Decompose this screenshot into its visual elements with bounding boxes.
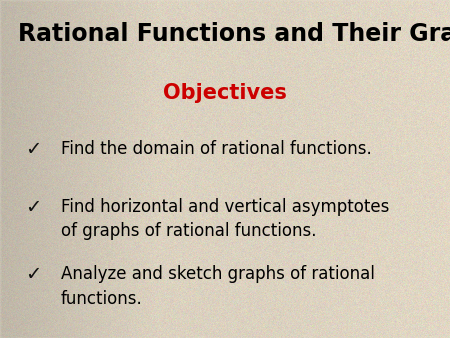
Text: Find horizontal and vertical asymptotes
of graphs of rational functions.: Find horizontal and vertical asymptotes …	[61, 198, 389, 240]
Text: Objectives: Objectives	[163, 83, 287, 103]
Text: ✓: ✓	[25, 265, 41, 284]
Text: Find the domain of rational functions.: Find the domain of rational functions.	[61, 140, 372, 158]
Text: ✓: ✓	[25, 140, 41, 159]
Text: ✓: ✓	[25, 198, 41, 217]
Text: Rational Functions and Their Graphs: Rational Functions and Their Graphs	[18, 22, 450, 46]
Text: Analyze and sketch graphs of rational
functions.: Analyze and sketch graphs of rational fu…	[61, 265, 374, 308]
